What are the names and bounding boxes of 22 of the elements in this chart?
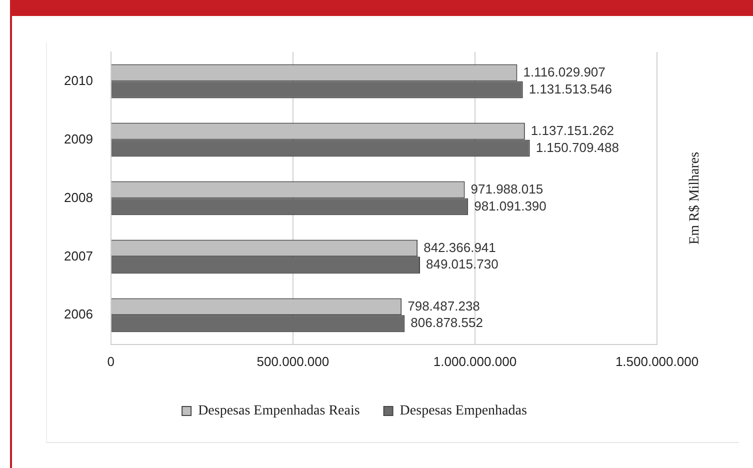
x-tick-label: 1.000.000.000	[433, 354, 517, 369]
y-tick-label: 2008	[64, 190, 93, 205]
data-label: 981.091.390	[474, 198, 546, 214]
y-tick-label: 2010	[64, 72, 93, 88]
data-label: 798.487.238	[408, 298, 480, 314]
legend-label: Despesas Empenhadas Reais	[198, 404, 360, 419]
x-tick-label: 0	[107, 354, 115, 369]
text: Em R$ Milhares	[688, 152, 703, 244]
data-label: 806.878.552	[410, 315, 483, 330]
data-label: 971.988.015	[470, 181, 544, 196]
legend-label: Despesas Empenhadas	[400, 404, 527, 419]
y-tick-label: 2007	[64, 248, 93, 264]
data-label: 1.131.513.546	[528, 81, 612, 96]
x-tick-label: 1.500.000.000	[615, 354, 699, 369]
data-label: 842.366.941	[424, 240, 496, 255]
data-label: 1.116.029.907	[523, 64, 606, 80]
y-tick-label: 2009	[64, 131, 93, 146]
data-label: 1.137.151.262	[530, 122, 614, 138]
data-label: 1.150.709.488	[536, 140, 619, 155]
x-tick-label: 500.000.000	[256, 354, 330, 369]
data-label: 849.015.730	[426, 256, 498, 272]
y-tick-label: 2006	[64, 306, 93, 322]
